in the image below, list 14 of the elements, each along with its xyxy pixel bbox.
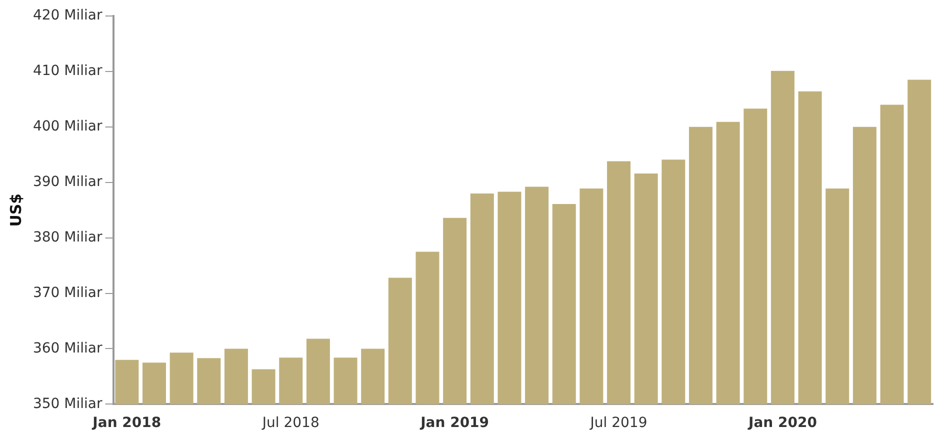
x-tick-label: Jan 2018 xyxy=(92,415,162,432)
y-tick-label: 380 Miliar xyxy=(32,229,102,246)
y-tick-label: 370 Miliar xyxy=(32,284,102,301)
y-tick-label: 420 Miliar xyxy=(32,8,102,24)
y-tick-label: 410 Miliar xyxy=(32,63,102,80)
x-tick-label: Jan 2020 xyxy=(747,415,818,432)
y-axis-title: US$ xyxy=(6,193,25,227)
y-tick-label: 350 Miliar xyxy=(32,396,102,412)
x-tick-label: Jan 2019 xyxy=(420,415,490,432)
x-tick-label: Jul 2019 xyxy=(589,415,648,432)
y-tick-label: 400 Miliar xyxy=(32,118,102,135)
y-tick-label: 390 Miliar xyxy=(32,174,102,190)
y-tick-label: 360 Miliar xyxy=(32,340,102,356)
x-tick-label: Jul 2018 xyxy=(261,415,320,432)
